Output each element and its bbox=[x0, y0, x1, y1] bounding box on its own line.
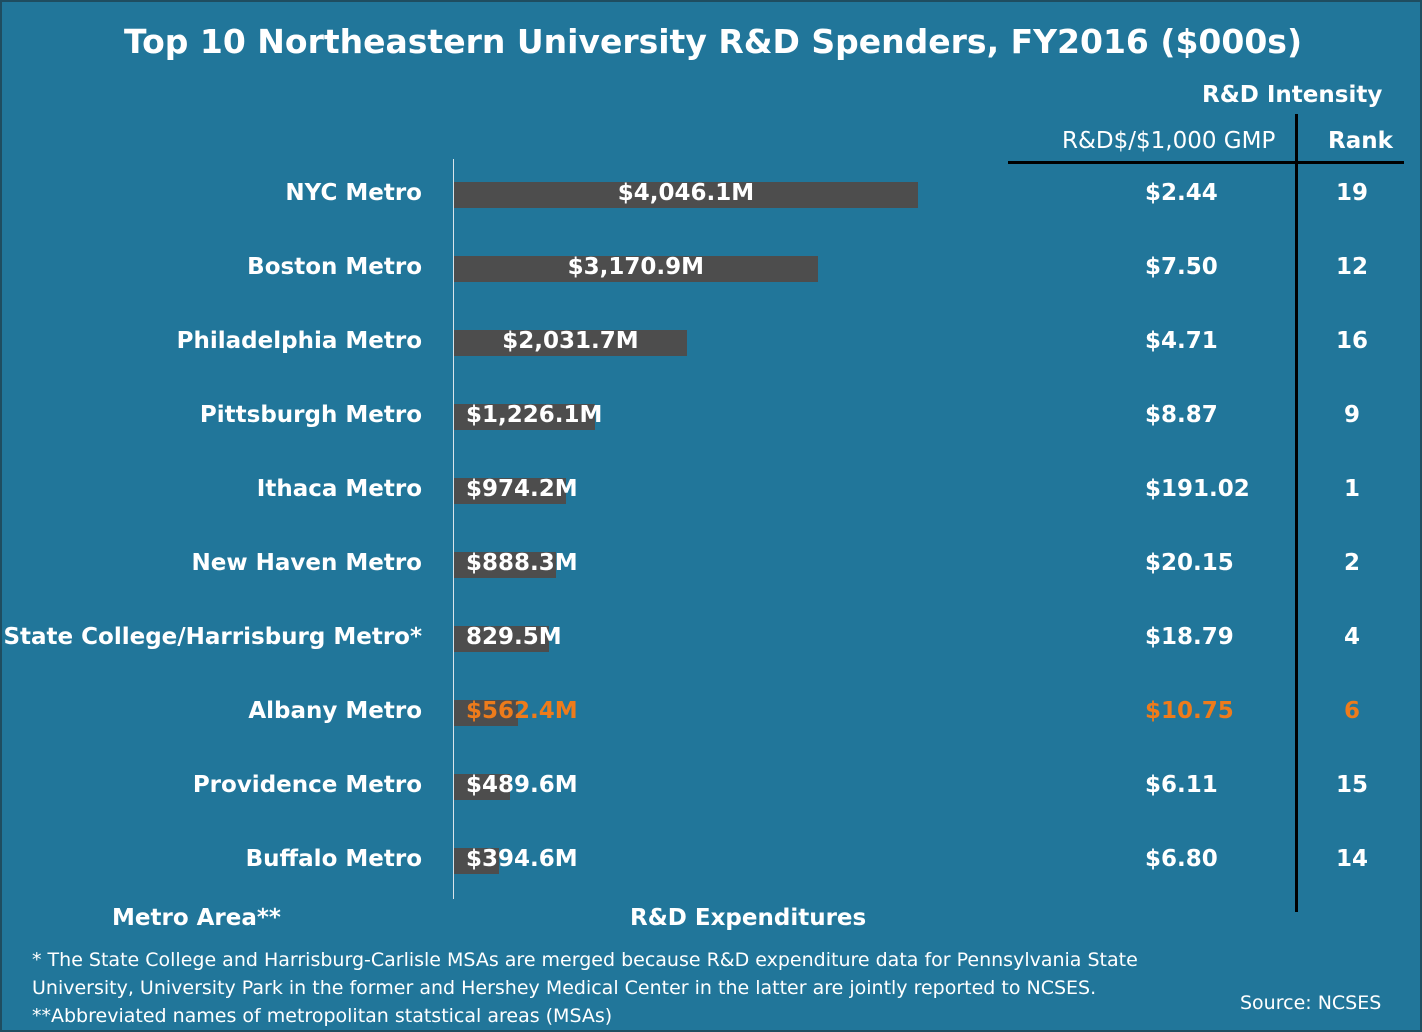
metro-label: New Haven Metro bbox=[191, 550, 422, 577]
bar-value-label: $394.6M bbox=[466, 846, 578, 873]
gmp-value: $18.79 bbox=[1145, 624, 1234, 651]
chart-title: Top 10 Northeastern University R&D Spend… bbox=[123, 22, 1303, 61]
metro-label: Boston Metro bbox=[247, 254, 422, 281]
rank-value: 9 bbox=[1343, 402, 1360, 429]
bar-value-label: $562.4M bbox=[466, 698, 578, 725]
rank-value: 19 bbox=[1335, 180, 1368, 206]
rank-value: 2 bbox=[1343, 550, 1360, 577]
bar-value-label: $888.3M bbox=[466, 550, 578, 577]
rank-value: 4 bbox=[1343, 624, 1360, 651]
bar bbox=[454, 256, 818, 283]
footnote-line-3: **Abbreviated names of metropolitan stat… bbox=[32, 1005, 613, 1027]
rank-value: 15 bbox=[1335, 772, 1368, 799]
bar-value-label: $489.6M bbox=[466, 772, 578, 799]
bar-value-label: $4,046.1M bbox=[617, 180, 755, 206]
bar bbox=[454, 552, 556, 579]
bar-value-label: $1,226.1M bbox=[466, 402, 603, 429]
footnote-line-1: * The State College and Harrisburg-Carli… bbox=[32, 949, 1138, 971]
bar bbox=[454, 848, 500, 875]
footnote-line-2: University, University Park in the forme… bbox=[32, 977, 1097, 999]
rank-column-header: Rank bbox=[1328, 128, 1393, 154]
gmp-value: $4.71 bbox=[1145, 328, 1218, 355]
rank-value: 14 bbox=[1335, 846, 1368, 873]
metro-label: Pittsburgh Metro bbox=[199, 402, 422, 429]
bar-value-label: $3,170.9M bbox=[567, 254, 704, 281]
bar bbox=[454, 774, 511, 801]
bar bbox=[454, 626, 550, 653]
bar bbox=[454, 700, 519, 727]
metro-label: Philadelphia Metro bbox=[176, 328, 422, 355]
gmp-value: $8.87 bbox=[1145, 402, 1218, 429]
gmp-value: $20.15 bbox=[1145, 550, 1234, 577]
gmp-value: $2.44 bbox=[1145, 180, 1218, 206]
metro-label: Providence Metro bbox=[192, 772, 422, 799]
rank-value: 1 bbox=[1343, 476, 1360, 503]
metro-label: Ithaca Metro bbox=[256, 476, 422, 503]
gmp-value: $10.75 bbox=[1145, 698, 1234, 725]
metro-label: Albany Metro bbox=[248, 698, 422, 725]
x-axis-label: R&D Expenditures bbox=[630, 905, 867, 931]
gmp-value: $7.50 bbox=[1145, 254, 1218, 281]
header-rule bbox=[1008, 161, 1404, 164]
bar bbox=[454, 330, 687, 357]
rank-column-divider bbox=[1295, 114, 1298, 912]
gmp-value: $6.80 bbox=[1145, 846, 1218, 873]
rank-value: 6 bbox=[1343, 698, 1360, 725]
bar-value-label: $974.2M bbox=[466, 476, 578, 503]
source-note: Source: NCSES bbox=[1240, 992, 1382, 1014]
metro-label: Buffalo Metro bbox=[245, 846, 422, 873]
y-axis-label: Metro Area** bbox=[112, 905, 281, 931]
metro-label: State College/Harrisburg Metro* bbox=[3, 624, 422, 651]
rank-value: 16 bbox=[1335, 328, 1368, 355]
gmp-column-header: R&D$/$1,000 GMP bbox=[1062, 128, 1276, 154]
bar bbox=[454, 182, 918, 208]
bar bbox=[454, 478, 566, 505]
bar-value-label: 829.5M bbox=[466, 624, 562, 651]
rank-value: 12 bbox=[1335, 254, 1368, 281]
gmp-value: $191.02 bbox=[1145, 476, 1250, 503]
category-axis-line bbox=[453, 159, 454, 899]
gmp-value: $6.11 bbox=[1145, 772, 1218, 799]
bar bbox=[454, 404, 595, 431]
bar-value-label: $2,031.7M bbox=[502, 328, 639, 355]
metro-label: NYC Metro bbox=[285, 180, 422, 206]
intensity-group-header: R&D Intensity bbox=[1202, 82, 1383, 108]
